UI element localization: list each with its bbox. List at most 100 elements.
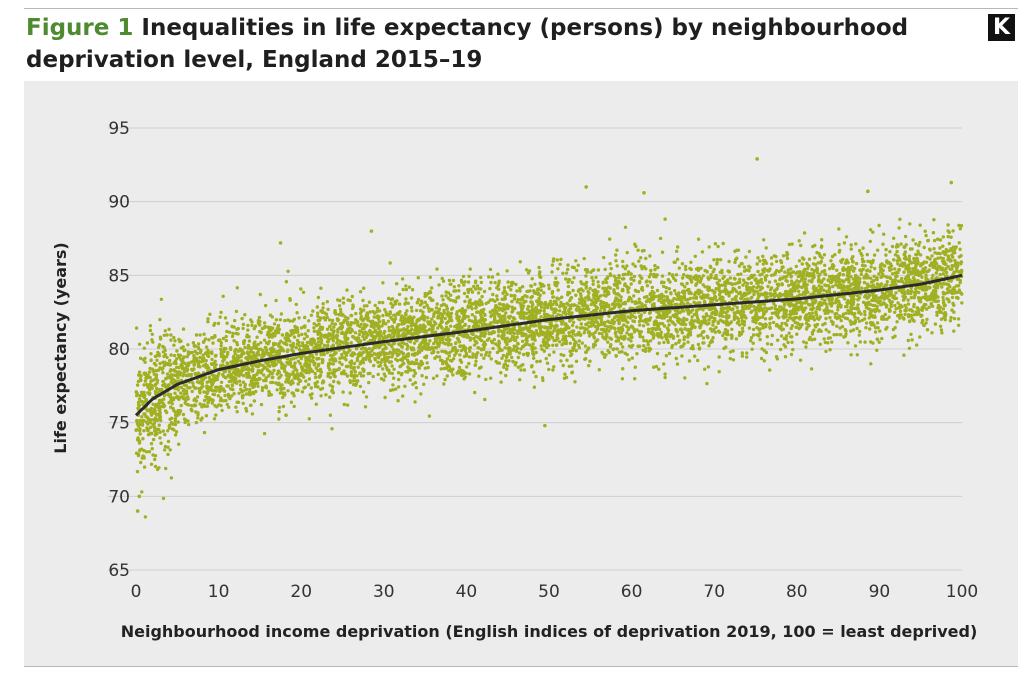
data-point (404, 287, 409, 292)
data-point (654, 294, 658, 299)
data-point (219, 347, 223, 352)
data-point (157, 343, 162, 347)
data-point (912, 313, 917, 317)
data-point (259, 402, 264, 407)
data-point (306, 383, 311, 387)
data-point (153, 464, 158, 469)
data-point (449, 282, 453, 286)
data-point (189, 372, 194, 377)
data-point (735, 305, 739, 310)
data-point (518, 286, 522, 291)
data-point (920, 275, 924, 279)
data-point (539, 283, 543, 287)
data-point (358, 307, 363, 311)
data-point (219, 396, 223, 400)
data-point (140, 423, 145, 427)
data-point (620, 377, 625, 381)
data-point (140, 456, 144, 460)
data-point (635, 352, 639, 356)
data-point (368, 359, 373, 364)
data-point (198, 333, 202, 337)
data-point (492, 317, 497, 321)
data-point (574, 349, 578, 353)
data-point (457, 284, 461, 288)
data-point (714, 325, 718, 329)
data-point (945, 297, 949, 301)
data-point (362, 317, 366, 321)
data-point (745, 281, 750, 286)
data-point (162, 354, 166, 359)
data-point (373, 356, 377, 361)
data-point (462, 291, 467, 296)
data-point (230, 334, 235, 339)
data-point (212, 417, 217, 421)
data-point (556, 288, 560, 292)
data-point (222, 357, 226, 362)
data-point (881, 301, 886, 305)
data-point (805, 261, 809, 266)
data-point (263, 365, 267, 370)
data-point (445, 357, 450, 361)
data-point (786, 340, 790, 345)
data-point (771, 320, 776, 325)
data-point (338, 356, 342, 360)
data-point (756, 256, 760, 260)
data-point (711, 336, 715, 340)
data-point (389, 301, 393, 306)
data-point (660, 280, 664, 284)
data-point (782, 303, 787, 307)
data-point (663, 375, 667, 380)
data-point (468, 349, 472, 353)
data-point (218, 315, 222, 319)
data-point (838, 271, 842, 276)
data-point (555, 296, 559, 300)
data-point (419, 392, 423, 396)
data-point (765, 335, 769, 339)
data-point (603, 267, 607, 272)
data-point (451, 334, 456, 338)
data-point (383, 329, 387, 334)
data-point (496, 334, 501, 338)
data-point (683, 285, 687, 289)
data-point (836, 303, 841, 307)
data-point (909, 332, 913, 336)
data-point (479, 275, 483, 280)
data-point (809, 367, 814, 371)
data-point (157, 401, 161, 406)
data-point (862, 317, 867, 321)
data-point (166, 439, 171, 444)
data-point (221, 399, 226, 403)
data-point (163, 432, 167, 437)
data-point (906, 298, 910, 302)
data-point (575, 308, 579, 312)
data-point (211, 341, 215, 345)
data-point (169, 338, 173, 342)
x-tick-0: 0 (131, 582, 142, 602)
data-point (933, 251, 937, 255)
data-point (339, 310, 343, 314)
data-point (200, 378, 204, 383)
data-point (426, 306, 431, 310)
data-point (908, 222, 912, 226)
data-point (946, 234, 950, 239)
data-point (305, 334, 309, 339)
data-point (626, 315, 630, 319)
data-point (858, 277, 862, 281)
data-point (573, 380, 577, 384)
data-point (175, 349, 179, 353)
data-point (587, 363, 591, 368)
data-point (314, 352, 319, 356)
data-point (738, 277, 742, 281)
data-point (218, 338, 222, 343)
data-point (812, 328, 816, 332)
data-point (244, 392, 249, 396)
data-point (783, 270, 787, 274)
data-point (546, 313, 551, 318)
data-point (595, 306, 600, 310)
data-point (582, 256, 586, 261)
data-point (680, 262, 685, 266)
data-point (281, 395, 285, 400)
data-point (794, 325, 798, 329)
data-point (458, 358, 463, 362)
data-point (404, 312, 408, 317)
